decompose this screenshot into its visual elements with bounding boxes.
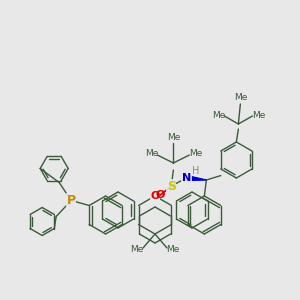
Text: Me: Me [166,245,180,254]
Text: Me: Me [252,112,265,121]
Text: O: O [150,191,160,201]
Text: Me: Me [145,149,158,158]
Text: Me: Me [130,245,144,254]
Text: S: S [167,179,176,193]
Text: Me: Me [234,94,247,103]
Text: Me: Me [212,112,225,121]
Text: H: H [192,166,199,176]
Polygon shape [186,176,206,181]
Text: Me: Me [167,134,180,142]
Text: P: P [67,194,76,207]
Text: N: N [182,173,191,183]
Text: Me: Me [189,149,202,158]
Text: O: O [156,190,165,200]
